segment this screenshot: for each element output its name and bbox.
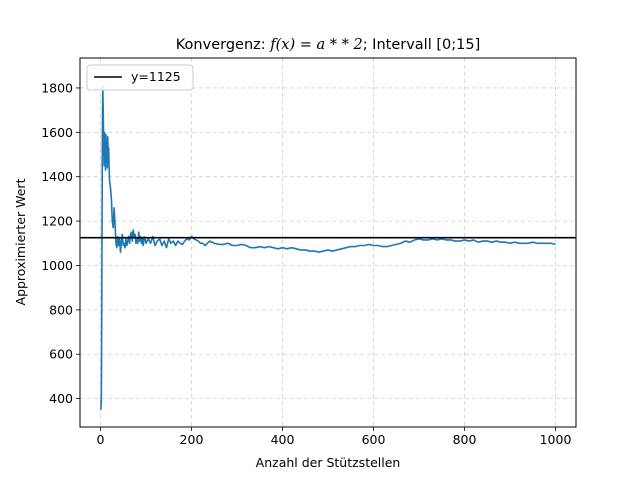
y-tick-label: 800 [49, 302, 73, 317]
legend-label: y=1125 [131, 69, 181, 84]
y-axis-label: Approximierter Wert [13, 178, 28, 305]
chart-title: Konvergenz: f(x) = a * * 2; Intervall [0… [176, 37, 480, 53]
y-tick-label: 1200 [41, 214, 73, 229]
x-axis-ticks: 0 200 400 600 800 1000 [97, 427, 572, 447]
legend: y=1125 [86, 64, 194, 91]
y-tick-label: 400 [49, 391, 73, 406]
plot-frame [79, 57, 577, 428]
y-axis-ticks: 400 600 800 1000 1200 1400 1600 1800 [41, 80, 80, 406]
legend-box [86, 64, 194, 91]
x-tick-label: 800 [453, 432, 477, 447]
grid [80, 58, 576, 427]
x-tick-label: 400 [271, 432, 295, 447]
y-tick-label: 1000 [41, 258, 73, 273]
x-tick-label: 600 [362, 432, 386, 447]
series-layer [80, 84, 576, 410]
y-tick-label: 1400 [41, 169, 73, 184]
y-tick-label: 1600 [41, 125, 73, 140]
approximation-line [100, 84, 556, 410]
x-tick-label: 1000 [540, 432, 572, 447]
y-tick-label: 1800 [41, 80, 73, 95]
y-tick-label: 600 [49, 347, 73, 362]
x-tick-label: 0 [97, 432, 105, 447]
x-tick-label: 200 [180, 432, 204, 447]
x-axis-label: Anzahl der Stützstellen [256, 455, 401, 470]
